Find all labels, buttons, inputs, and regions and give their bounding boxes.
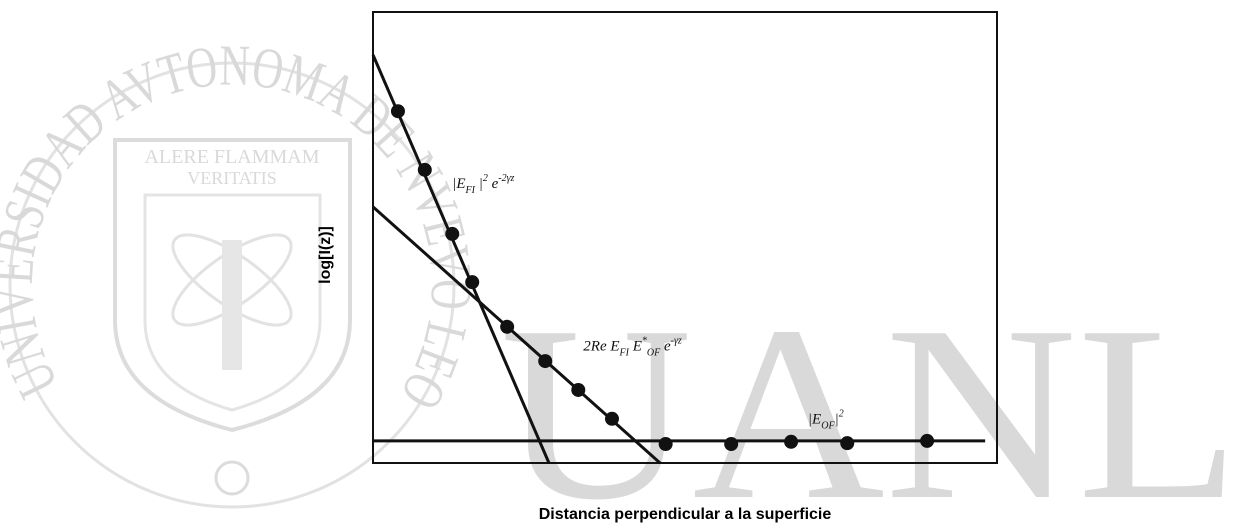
annotation: |EOF​|2​ <box>808 408 844 431</box>
x-axis-label: Distancia perpendicular a la superficie <box>539 506 832 523</box>
annotation-part: * <box>642 335 647 346</box>
annotation-part: e <box>660 338 671 354</box>
point <box>784 434 799 449</box>
annotation-part: 2 <box>839 408 844 419</box>
motto: VERITATIS <box>187 168 277 188</box>
point <box>390 104 405 119</box>
annotation-part: FI <box>619 347 630 358</box>
annotation-part: FI <box>465 185 476 196</box>
shield-inner <box>143 193 322 412</box>
line <box>371 54 551 464</box>
annotation: |EFI​ |2​ e-2γz​ <box>452 173 514 196</box>
point <box>571 382 586 397</box>
annotation-part: E <box>629 338 642 354</box>
annotation-part: OF <box>647 347 661 358</box>
annotation-part: 2Re E <box>583 338 619 354</box>
annotation-part: |E <box>808 411 821 427</box>
annotation-part: -γz <box>671 335 682 346</box>
watermark-letters: UANL <box>500 275 1240 532</box>
atom <box>171 233 293 327</box>
annotation-part: e <box>488 176 499 192</box>
torch <box>222 240 242 370</box>
ring-line <box>8 61 456 509</box>
atom <box>171 233 293 327</box>
point <box>658 437 673 452</box>
annotation-part: OF <box>821 420 835 431</box>
point <box>445 226 460 241</box>
seal <box>214 460 250 496</box>
y-axis-label: log[I(z)] <box>317 226 334 284</box>
point <box>500 319 515 334</box>
ring-text: UNIVERSIDAD AVTONOMA DE NVEVO LEON <box>0 0 484 420</box>
motto: ALERE FLAMMAM <box>144 146 319 168</box>
plot-frame <box>372 11 998 464</box>
point <box>604 411 619 426</box>
point <box>465 275 480 290</box>
annotation: 2Re EFI​ E*​OF​ e-γz​ <box>583 335 682 358</box>
annotation-part: |E <box>452 176 465 192</box>
point <box>417 162 432 177</box>
annotation-part: | <box>835 411 839 427</box>
point <box>840 436 855 451</box>
annotation-part: -2γz <box>498 173 514 184</box>
point <box>538 354 553 369</box>
point <box>724 437 739 452</box>
point <box>920 433 935 448</box>
annotation-part: 2 <box>483 173 488 184</box>
shield <box>113 138 352 433</box>
annotation-part: | <box>475 176 483 192</box>
